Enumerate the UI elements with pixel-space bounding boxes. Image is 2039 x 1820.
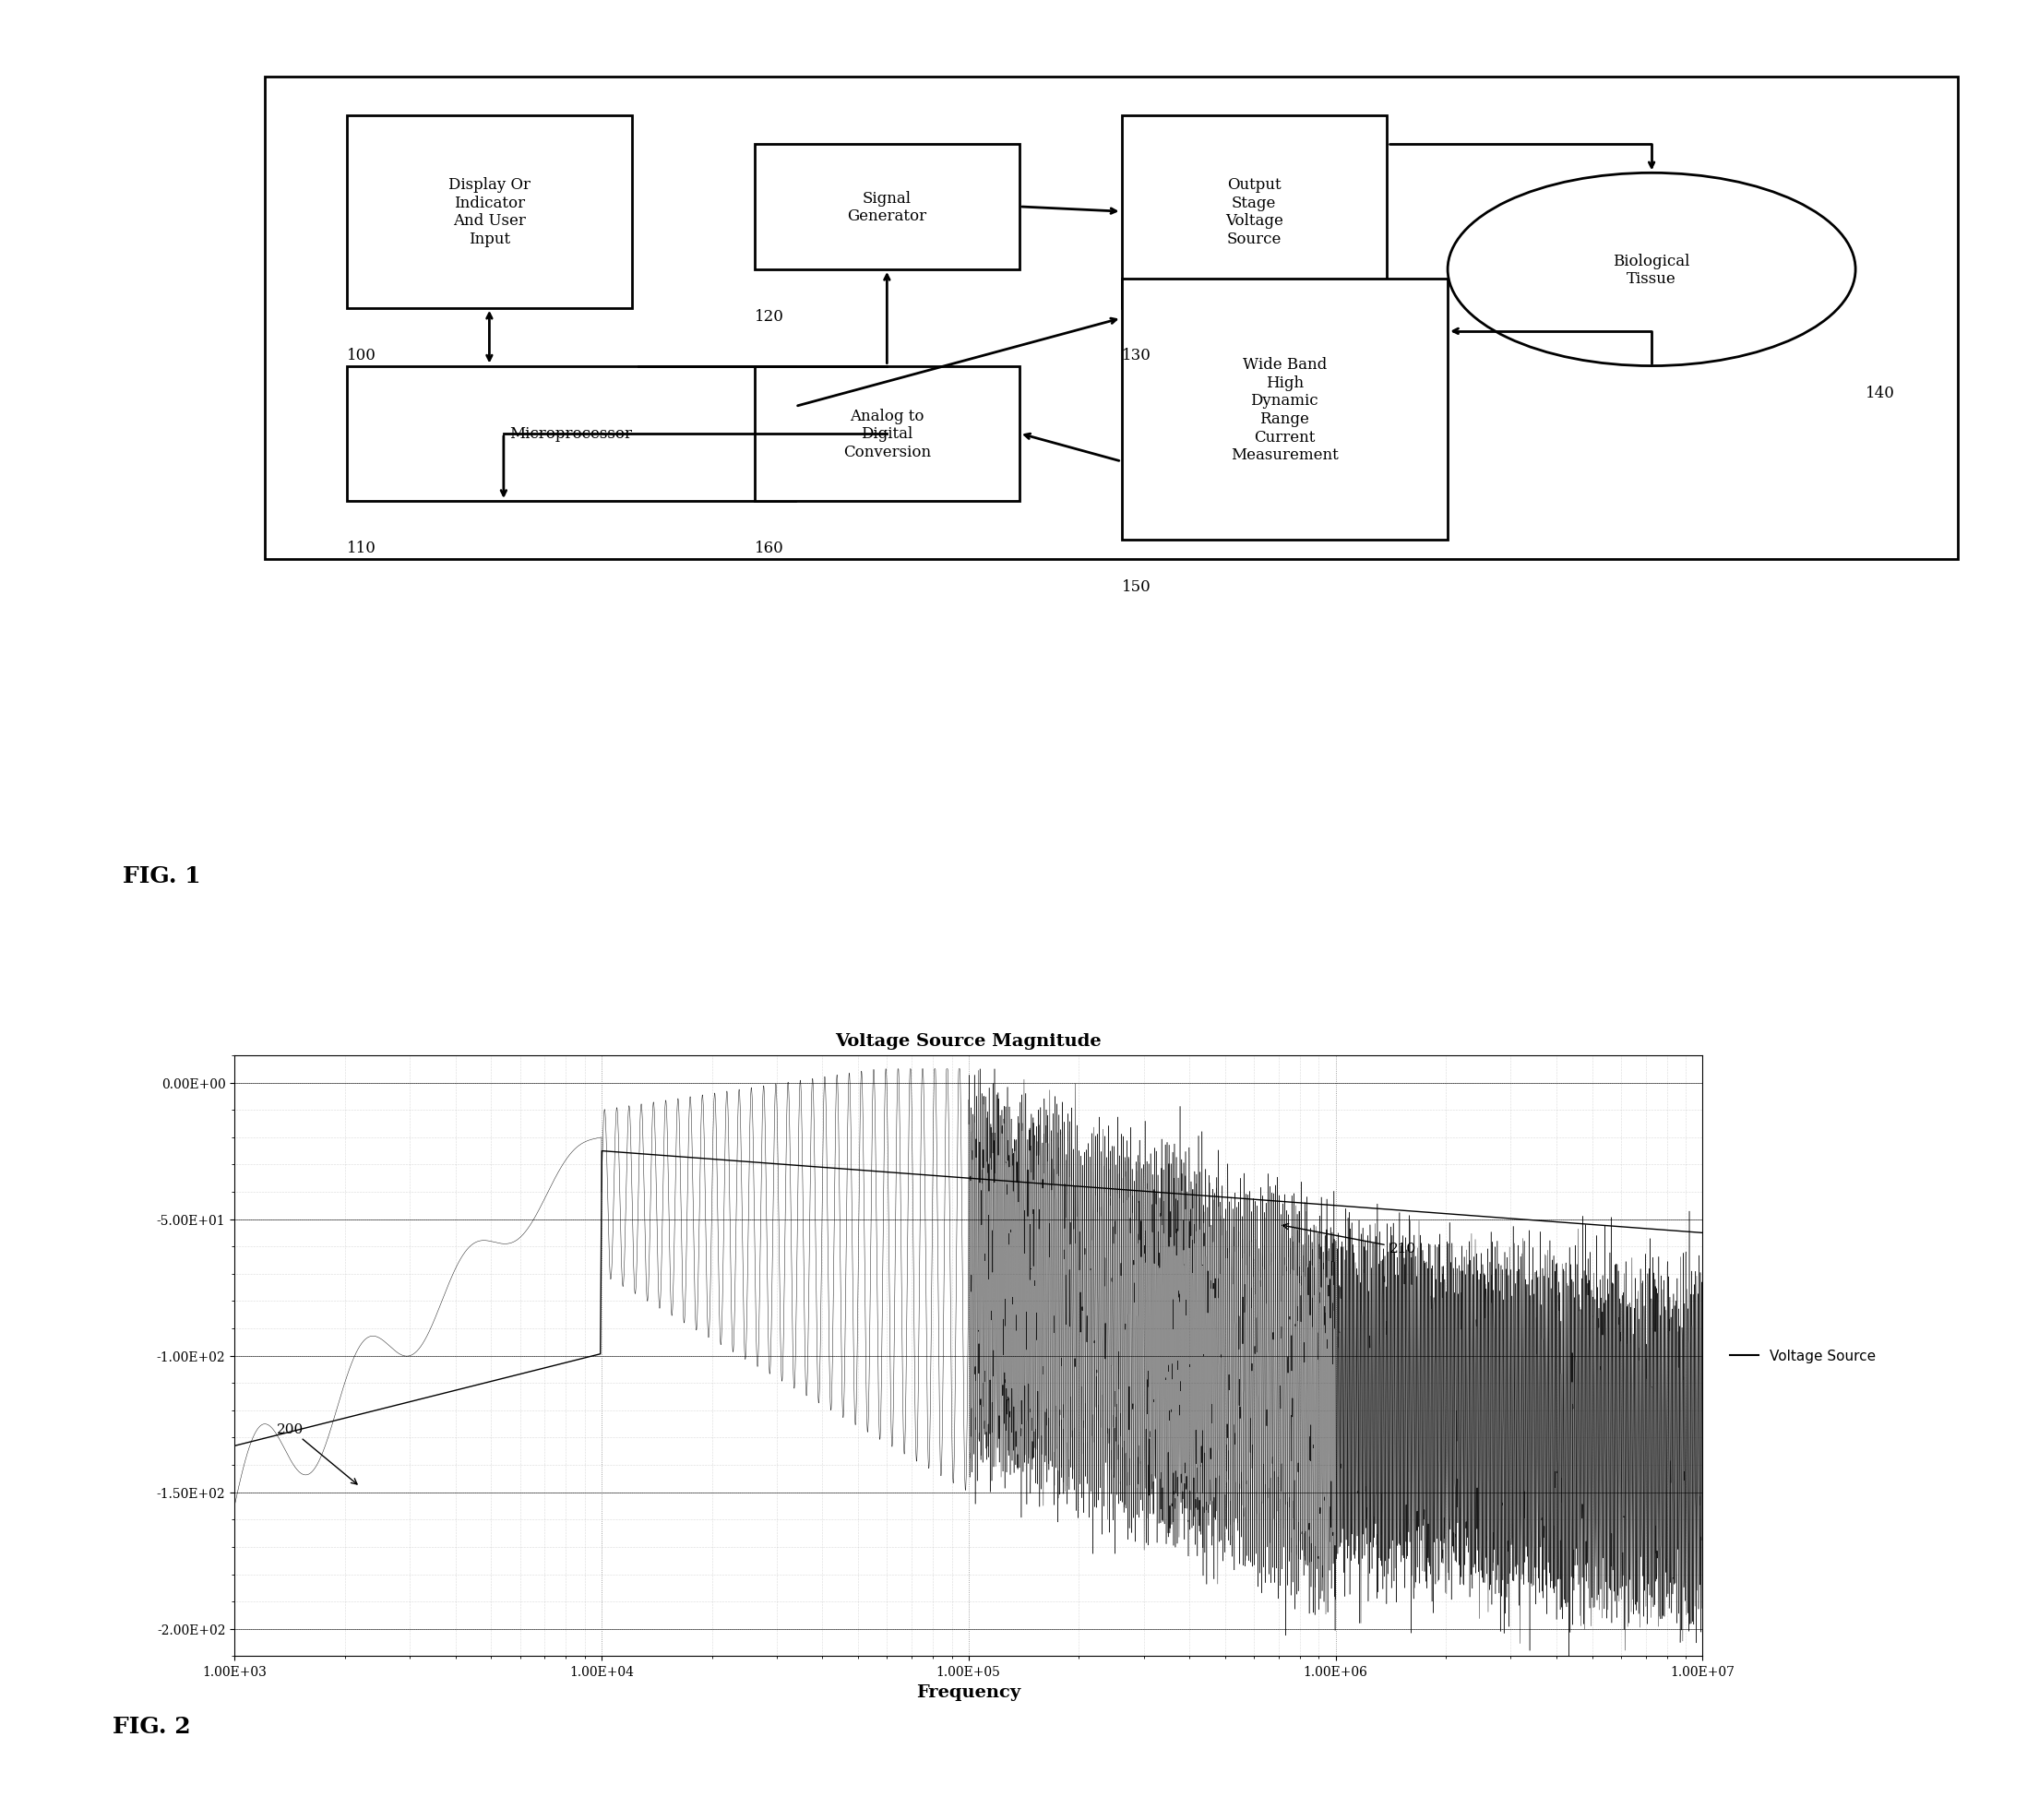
Text: Display Or
Indicator
And User
Input: Display Or Indicator And User Input xyxy=(449,177,530,248)
Text: 120: 120 xyxy=(754,309,783,324)
Text: Biological
Tissue: Biological Tissue xyxy=(1613,253,1690,288)
Bar xyxy=(754,366,1020,502)
Text: 140: 140 xyxy=(1866,386,1894,402)
Bar xyxy=(1121,280,1448,541)
Text: FIG. 1: FIG. 1 xyxy=(122,864,200,886)
Text: FIG. 2: FIG. 2 xyxy=(112,1714,190,1738)
Text: 160: 160 xyxy=(754,541,783,555)
Text: Wide Band
High
Dynamic
Range
Current
Measurement: Wide Band High Dynamic Range Current Mea… xyxy=(1232,357,1338,462)
Bar xyxy=(1121,116,1387,309)
Circle shape xyxy=(1448,173,1855,366)
Bar xyxy=(347,366,795,502)
Text: 110: 110 xyxy=(347,541,375,555)
Text: Signal
Generator: Signal Generator xyxy=(848,191,926,224)
Text: 150: 150 xyxy=(1121,579,1150,595)
Text: Analog to
Digital
Conversion: Analog to Digital Conversion xyxy=(842,408,932,460)
Text: Microprocessor: Microprocessor xyxy=(510,426,632,442)
Legend: Voltage Source: Voltage Source xyxy=(1725,1343,1882,1369)
Text: 200: 200 xyxy=(277,1421,357,1485)
Text: 210: 210 xyxy=(1283,1223,1417,1256)
Bar xyxy=(265,76,1957,559)
Bar xyxy=(347,116,632,309)
X-axis label: Frequency: Frequency xyxy=(916,1684,1022,1700)
Title: Voltage Source Magnitude: Voltage Source Magnitude xyxy=(836,1032,1101,1048)
Text: 130: 130 xyxy=(1121,348,1150,362)
Bar xyxy=(754,146,1020,269)
Text: Output
Stage
Voltage
Source: Output Stage Voltage Source xyxy=(1225,177,1283,248)
Text: 100: 100 xyxy=(347,348,375,362)
